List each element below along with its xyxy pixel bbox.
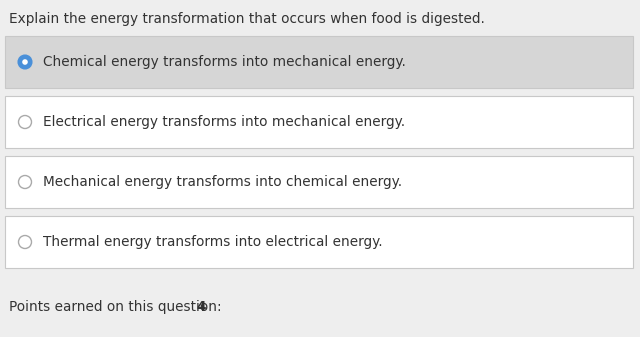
FancyBboxPatch shape [5, 36, 633, 88]
FancyBboxPatch shape [5, 216, 633, 268]
Text: Electrical energy transforms into mechanical energy.: Electrical energy transforms into mechan… [43, 115, 405, 129]
Circle shape [19, 176, 31, 188]
FancyBboxPatch shape [5, 156, 633, 208]
Circle shape [19, 116, 31, 128]
Text: Thermal energy transforms into electrical energy.: Thermal energy transforms into electrica… [43, 235, 383, 249]
Text: 4: 4 [196, 300, 205, 314]
Circle shape [22, 59, 28, 65]
FancyBboxPatch shape [5, 96, 633, 148]
Text: Explain the energy transformation that occurs when food is digested.: Explain the energy transformation that o… [9, 12, 485, 26]
Text: Chemical energy transforms into mechanical energy.: Chemical energy transforms into mechanic… [43, 55, 406, 69]
Text: Mechanical energy transforms into chemical energy.: Mechanical energy transforms into chemic… [43, 175, 402, 189]
Text: Points earned on this question:: Points earned on this question: [9, 300, 226, 314]
Circle shape [19, 56, 31, 68]
Circle shape [19, 236, 31, 248]
